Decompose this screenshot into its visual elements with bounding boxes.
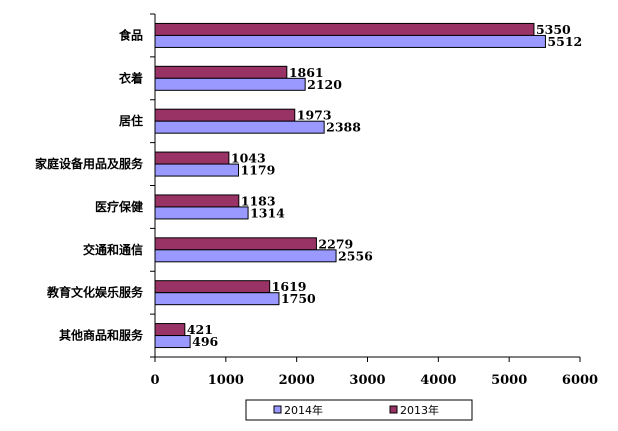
value-label: 1973 bbox=[297, 108, 332, 123]
value-label: 421 bbox=[187, 322, 213, 337]
value-label: 1179 bbox=[241, 163, 276, 178]
value-label: 1861 bbox=[289, 65, 324, 80]
value-label: 1314 bbox=[250, 205, 285, 220]
value-label: 2388 bbox=[326, 120, 361, 135]
legend: 2014年 2013年 bbox=[245, 399, 473, 421]
category-label: 教育文化娱乐服务 bbox=[46, 285, 144, 300]
legend-label: 2014年 bbox=[284, 403, 323, 417]
value-label: 2556 bbox=[338, 248, 373, 263]
category-label: 其他商品和服务 bbox=[59, 328, 144, 343]
bar-2013年 bbox=[154, 65, 288, 79]
bar-2014年 bbox=[154, 206, 249, 220]
bars bbox=[154, 22, 546, 349]
bar-2014年 bbox=[154, 163, 240, 177]
bar-2014年 bbox=[154, 34, 546, 48]
bar-2013年 bbox=[154, 237, 317, 251]
bar-2014年 bbox=[154, 77, 306, 91]
bar-2013年 bbox=[154, 151, 230, 165]
x-tick-label: 3000 bbox=[349, 373, 385, 388]
bar-2014年 bbox=[154, 335, 191, 349]
value-label: 496 bbox=[192, 334, 218, 349]
value-label: 5512 bbox=[547, 34, 582, 49]
bar-2013年 bbox=[154, 280, 271, 294]
legend-swatch bbox=[389, 405, 398, 414]
bar-2013年 bbox=[154, 108, 296, 122]
value-label: 1619 bbox=[272, 279, 307, 294]
value-label: 5350 bbox=[536, 22, 571, 37]
legend-label: 2013年 bbox=[400, 403, 439, 417]
x-tick-label: 1000 bbox=[208, 373, 244, 388]
bar-2013年 bbox=[154, 194, 240, 208]
x-tick-label: 2000 bbox=[279, 373, 315, 388]
axes bbox=[150, 13, 581, 362]
category-label: 交通和通信 bbox=[83, 242, 143, 257]
value-label: 2120 bbox=[307, 77, 342, 92]
bar-2014年 bbox=[154, 120, 325, 134]
x-tick-label: 4000 bbox=[420, 373, 456, 388]
bar-2013年 bbox=[154, 323, 186, 337]
bar-2014年 bbox=[154, 249, 337, 263]
category-label: 居住 bbox=[119, 113, 143, 128]
x-tick-label: 0 bbox=[150, 373, 159, 388]
category-label: 医疗保健 bbox=[95, 199, 144, 214]
category-label: 食品 bbox=[118, 27, 143, 42]
value-label: 1043 bbox=[231, 151, 266, 166]
legend-swatch bbox=[273, 405, 282, 414]
bar-2014年 bbox=[154, 292, 280, 306]
x-tick-label: 5000 bbox=[491, 373, 527, 388]
bar-2013年 bbox=[154, 22, 535, 36]
x-tick-label: 6000 bbox=[562, 373, 598, 388]
category-label: 衣着 bbox=[119, 70, 143, 85]
x-tick-labels: 0 1000 2000 3000 4000 5000 6000 bbox=[150, 373, 598, 388]
legend-box bbox=[245, 399, 473, 421]
value-label: 2279 bbox=[318, 236, 353, 251]
value-label: 1750 bbox=[281, 291, 316, 306]
value-label: 1183 bbox=[241, 193, 276, 208]
category-label: 家庭设备用品及服务 bbox=[35, 156, 144, 171]
